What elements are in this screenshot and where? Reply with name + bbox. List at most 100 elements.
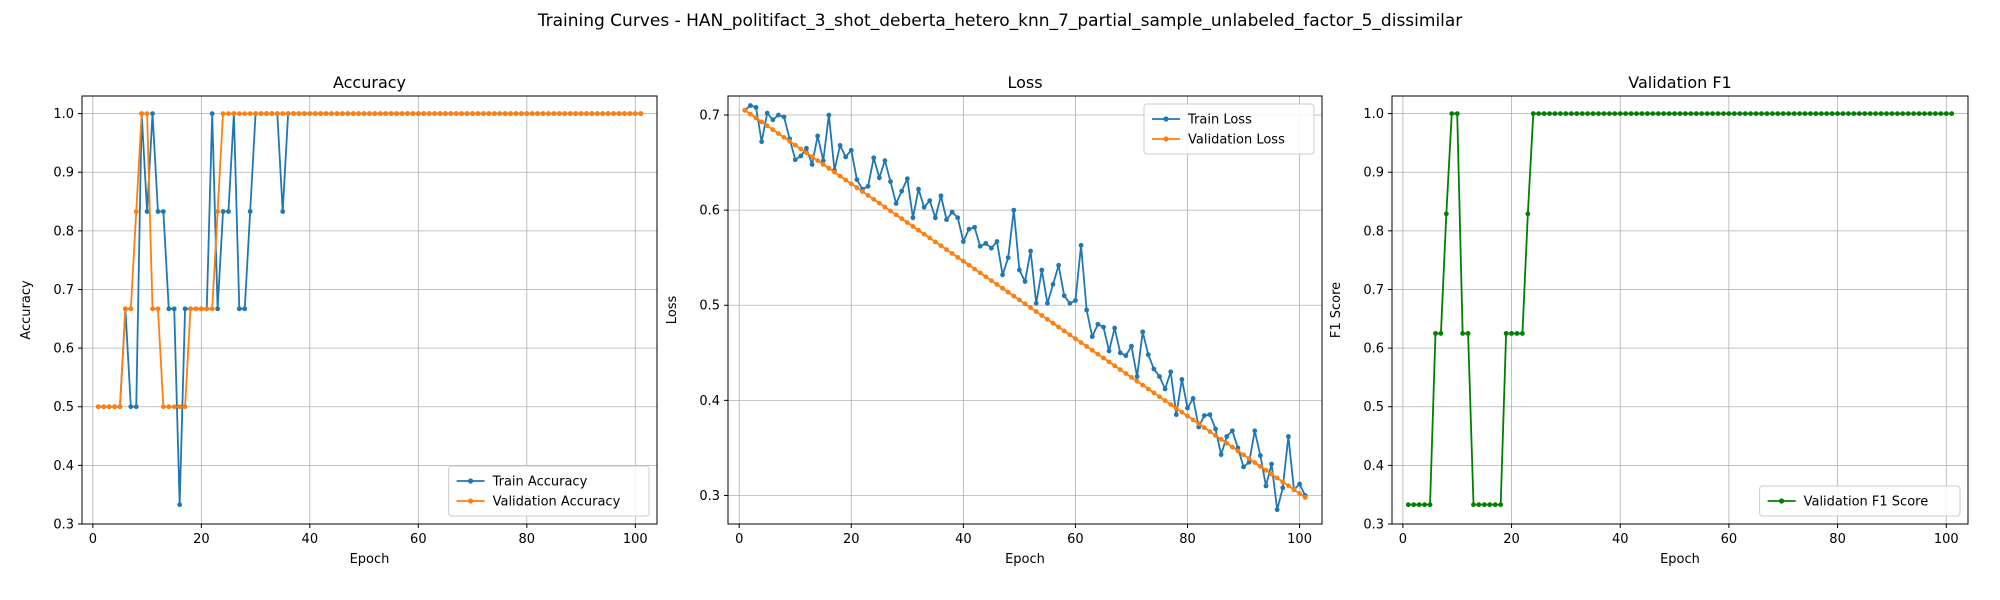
accuracy-data-point: [155, 306, 161, 312]
loss-data-point: [1056, 324, 1062, 330]
loss-data-point: [809, 162, 815, 167]
accuracy-data-point: [166, 404, 172, 410]
accuracy-data-point: [497, 111, 503, 116]
validation-f1-ylabel: F1 Score: [1329, 282, 1344, 338]
loss-data-point: [1005, 255, 1011, 261]
accuracy-data-point: [573, 111, 579, 116]
accuracy-legend: Train Accuracy Validation Accuracy: [448, 465, 650, 517]
validation-f1-data-point: [1655, 111, 1661, 116]
loss-data-point: [1084, 343, 1090, 349]
validation-f1-data-point: [1644, 111, 1650, 116]
loss-legend-marker: [1163, 136, 1169, 142]
validation-f1-data-point: [1509, 331, 1514, 336]
validation-f1-data-point: [1688, 111, 1694, 116]
loss-data-point: [972, 266, 977, 272]
loss-data-point: [1095, 351, 1101, 357]
validation-f1-data-point: [1498, 502, 1504, 508]
loss-data-point: [1246, 456, 1252, 462]
accuracy-data-point: [258, 111, 264, 116]
loss-data-point: [988, 278, 994, 283]
accuracy-data-point: [215, 209, 221, 214]
accuracy-data-point: [535, 111, 541, 116]
loss-data-point: [899, 188, 905, 194]
validation-f1-data-point: [1693, 111, 1699, 116]
validation-f1-ytick-label: 0.3: [1363, 518, 1384, 533]
loss-ytick-label: 0.5: [699, 299, 720, 314]
loss-data-point: [1000, 285, 1005, 291]
validation-f1-xtick-label: 60: [1721, 532, 1738, 547]
accuracy-data-point: [215, 306, 221, 312]
loss-data-point: [1190, 417, 1196, 423]
loss-data-point: [1157, 374, 1162, 379]
validation-f1-data-point: [1536, 111, 1542, 116]
accuracy-data-point: [508, 111, 513, 116]
loss-data-point: [888, 208, 893, 214]
loss-data-point: [955, 254, 961, 260]
loss-data-point: [983, 274, 989, 280]
accuracy-data-point: [150, 111, 155, 116]
accuracy-xtick-label: 80: [519, 532, 536, 547]
accuracy-data-point: [377, 111, 383, 116]
validation-f1-data-point: [1699, 111, 1705, 116]
accuracy-data-point: [475, 111, 481, 116]
accuracy-xtick-label: 40: [302, 532, 319, 547]
accuracy-ytick-label: 0.9: [53, 166, 74, 181]
loss-data-point: [944, 217, 949, 223]
accuracy-data-point: [437, 111, 443, 116]
validation-f1-data-point: [1411, 502, 1417, 508]
loss-data-point: [1050, 320, 1056, 326]
validation-f1-data-point: [1900, 111, 1906, 116]
loss-data-point: [876, 175, 882, 181]
loss-data-point: [837, 143, 843, 148]
validation-f1-data-point: [1520, 331, 1525, 336]
validation-f1-data-point: [1563, 111, 1569, 116]
loss-data-point: [1033, 309, 1039, 314]
loss-data-point: [1269, 471, 1274, 477]
loss-data-point: [893, 201, 899, 206]
accuracy-data-point: [296, 111, 302, 116]
loss-data-point: [1106, 348, 1112, 354]
accuracy-data-point: [611, 111, 617, 116]
accuracy-data-point: [122, 306, 128, 312]
loss-data-point: [1095, 321, 1101, 327]
loss-data-point: [1145, 386, 1151, 392]
accuracy-data-point: [405, 111, 410, 116]
validation-f1-data-point: [1465, 331, 1471, 336]
loss-data-point: [1201, 413, 1207, 418]
accuracy-data-point: [584, 111, 589, 116]
loss-data-point: [1078, 340, 1084, 345]
accuracy-data-point: [231, 111, 237, 116]
accuracy-data-point: [481, 111, 486, 116]
validation-f1-data-point: [1753, 111, 1759, 116]
validation-f1-xlabel: Epoch: [1660, 552, 1700, 567]
loss-data-point: [787, 138, 793, 144]
validation-f1-data-point: [1780, 111, 1786, 116]
validation-f1-data-point: [1824, 111, 1830, 116]
validation-f1-data-point: [1405, 502, 1411, 508]
accuracy-xtick-label: 0: [89, 532, 97, 547]
loss-data-point: [776, 112, 781, 118]
accuracy-data-point: [524, 111, 530, 116]
accuracy-data-point: [594, 111, 600, 116]
accuracy-ytick-label: 0.6: [53, 342, 74, 357]
loss-data-point: [748, 111, 753, 117]
accuracy-panel: 0 20 40 60 80 100 0.3 0.4 0.5 0.6 0.7 0.8 0.9 1.0 Accu…: [19, 73, 658, 567]
loss-data-point: [977, 243, 983, 249]
accuracy-data-point: [182, 404, 188, 410]
accuracy-xlabel: Epoch: [350, 552, 390, 567]
loss-data-point: [876, 200, 882, 206]
accuracy-data-point: [144, 209, 150, 214]
accuracy-data-point: [589, 111, 595, 116]
loss-ytick-label: 0.6: [699, 204, 720, 219]
validation-f1-data-point: [1471, 502, 1476, 508]
loss-data-point: [932, 239, 938, 245]
validation-f1-data-point: [1927, 111, 1933, 116]
loss-data-point: [1067, 332, 1073, 338]
loss-data-point: [1207, 429, 1213, 434]
accuracy-data-point: [204, 306, 210, 312]
validation-f1-data-point: [1916, 111, 1922, 116]
loss-panel: 0 20 40 60 80 100 0.3 0.4 0.5 0.6 0.7 Loss Epoch Loss…: [665, 73, 1323, 567]
accuracy-data-point: [220, 111, 226, 116]
accuracy-ytick-label: 0.8: [53, 224, 74, 239]
validation-f1-data-point: [1922, 111, 1927, 116]
